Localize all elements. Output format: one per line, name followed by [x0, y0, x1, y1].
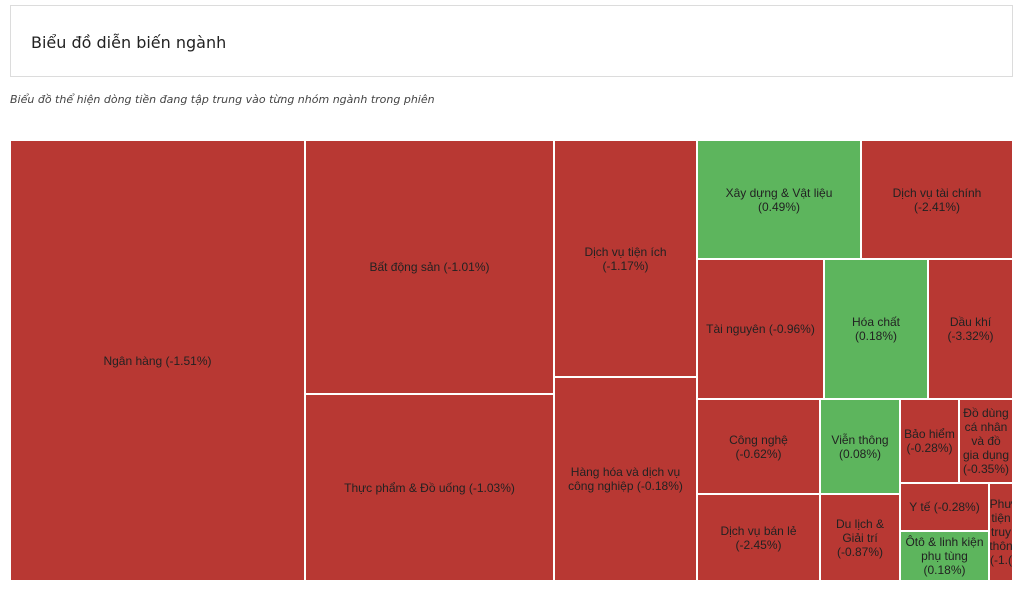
chart-subtitle: Biểu đồ thể hiện dòng tiền đang tập trun…	[10, 93, 435, 106]
treemap-tile-3[interactable]: Dịch vụ tiện ích (-1.17%)	[554, 140, 697, 377]
treemap-tile-5[interactable]: Xây dựng & Vật liệu (0.49%)	[697, 140, 861, 259]
treemap-tile-label: Phư tiện truy thôn (-1.(	[989, 497, 1013, 567]
header-card: Biểu đồ diễn biến ngành	[10, 5, 1013, 77]
treemap-tile-15[interactable]: Du lịch & Giải trí (-0.87%)	[820, 494, 900, 581]
treemap-tile-label: Tài nguyên (-0.96%)	[706, 322, 815, 336]
treemap-tile-16[interactable]: Y tế (-0.28%)	[900, 483, 989, 531]
treemap-tile-label: Hàng hóa và dịch vụ công nghiệp (-0.18%)	[568, 465, 683, 493]
treemap-tile-label: Hóa chất (0.18%)	[851, 315, 901, 343]
treemap-tile-label: Dịch vụ tiện ích (-1.17%)	[584, 244, 667, 273]
treemap-tile-17[interactable]: Ôtô & linh kiện phụ tùng (0.18%)	[900, 531, 989, 581]
treemap-tile-label: Bất động sản (-1.01%)	[369, 260, 490, 274]
treemap-tile-label: Du lịch & Giải trí (-0.87%)	[835, 516, 885, 559]
treemap-tile-label: Bảo hiểm (-0.28%)	[904, 427, 955, 455]
treemap-tile-18[interactable]: Phư tiện truy thôn (-1.(	[989, 483, 1013, 581]
treemap-tile-label: Y tế (-0.28%)	[909, 500, 980, 514]
treemap-tile-label: Thực phẩm & Đồ uống (-1.03%)	[344, 480, 515, 495]
treemap-tile-7[interactable]: Tài nguyên (-0.96%)	[697, 259, 824, 399]
treemap-tile-2[interactable]: Thực phẩm & Đồ uống (-1.03%)	[305, 394, 554, 581]
treemap-tile-13[interactable]: Đồ dùng cá nhân và đồ gia dụng (-0.35%)	[959, 399, 1013, 483]
treemap-tile-label: Ôtô & linh kiện phụ tùng (0.18%)	[905, 535, 984, 577]
page-title: Biểu đồ diễn biến ngành	[31, 33, 227, 52]
treemap-tile-0[interactable]: Ngân hàng (-1.51%)	[10, 140, 305, 581]
treemap-tile-label: Đồ dùng cá nhân và đồ gia dụng (-0.35%)	[962, 406, 1010, 476]
treemap-tile-14[interactable]: Dịch vụ bán lẻ (-2.45%)	[697, 494, 820, 581]
sector-treemap: Ngân hàng (-1.51%) Bất động sản (-1.01%) T…	[10, 140, 1013, 581]
treemap-tile-4[interactable]: Hàng hóa và dịch vụ công nghiệp (-0.18%)	[554, 377, 697, 581]
treemap-tile-1[interactable]: Bất động sản (-1.01%)	[305, 140, 554, 394]
treemap-tile-8[interactable]: Hóa chất (0.18%)	[824, 259, 928, 399]
treemap-tile-label: Viễn thông (0.08%)	[831, 432, 889, 461]
treemap-tile-label: Dịch vụ bán lẻ (-2.45%)	[720, 523, 797, 552]
treemap-tile-6[interactable]: Dịch vụ tài chính (-2.41%)	[861, 140, 1013, 259]
treemap-tile-label: Xây dựng & Vật liệu (0.49%)	[725, 185, 833, 214]
treemap-tile-label: Dịch vụ tài chính (-2.41%)	[892, 185, 982, 214]
treemap-tile-label: Công nghệ (-0.62%)	[729, 432, 788, 461]
treemap-tile-label: Dầu khí (-3.32%)	[947, 315, 994, 343]
treemap-tile-label: Ngân hàng (-1.51%)	[103, 353, 212, 368]
treemap-tile-11[interactable]: Viễn thông (0.08%)	[820, 399, 900, 494]
treemap-tile-10[interactable]: Công nghệ (-0.62%)	[697, 399, 820, 494]
treemap-tile-9[interactable]: Dầu khí (-3.32%)	[928, 259, 1013, 399]
treemap-tile-12[interactable]: Bảo hiểm (-0.28%)	[900, 399, 959, 483]
